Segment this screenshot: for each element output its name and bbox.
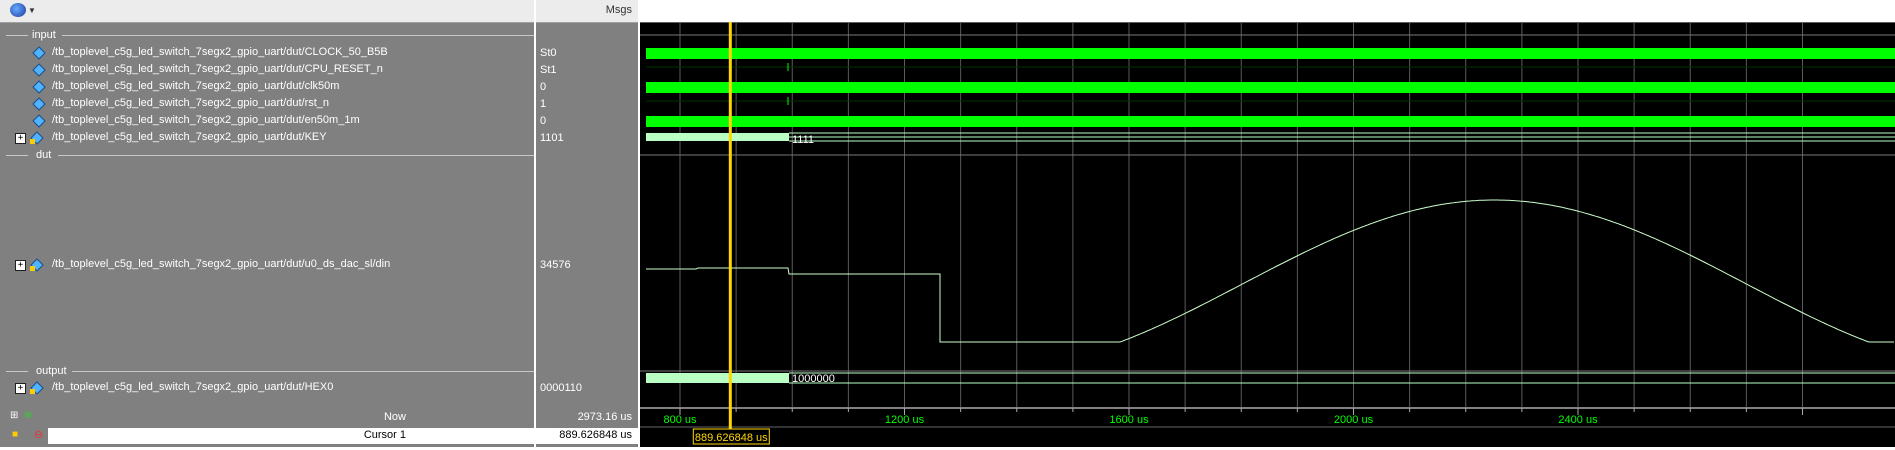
wave-header xyxy=(640,0,1895,23)
timeline-tick-label: 1200 us xyxy=(885,414,925,426)
group-divider xyxy=(62,35,534,36)
signal-diamond-icon xyxy=(32,80,46,94)
wave-view-icon[interactable] xyxy=(10,3,26,17)
signal-name: /tb_toplevel_c5g_led_switch_7segx2_gpio_… xyxy=(52,381,334,393)
signal-row[interactable]: /tb_toplevel_c5g_led_switch_7segx2_gpio_… xyxy=(0,61,534,78)
signal-row[interactable]: /tb_toplevel_c5g_led_switch_7segx2_gpio_… xyxy=(0,95,534,112)
values-header: Msgs xyxy=(536,0,638,23)
signal-name: /tb_toplevel_c5g_led_switch_7segx2_gpio_… xyxy=(52,114,360,126)
signal-value: 1 xyxy=(540,98,547,110)
key-bus-value: 1111 xyxy=(792,134,814,146)
expand-icon[interactable]: + xyxy=(15,260,26,271)
timeline-tick-label: 2400 us xyxy=(1558,414,1598,426)
timeline-bar[interactable]: 800 us 1200 us 1600 us 2000 us 2400 us 889.62… xyxy=(640,407,1895,447)
expand-icon[interactable]: + xyxy=(15,383,26,394)
signal-row[interactable]: /tb_toplevel_c5g_led_switch_7segx2_gpio_… xyxy=(0,44,534,61)
din-analog-wave xyxy=(646,199,1894,343)
signal-value: 0000110 xyxy=(540,382,583,394)
msgs-label: Msgs xyxy=(605,4,632,16)
cursor-value: 889.626848 us xyxy=(559,429,632,441)
clock-wave xyxy=(646,82,1895,93)
names-header: ▼ xyxy=(0,0,534,23)
names-pane: ▼ xyxy=(0,0,534,407)
cursor-flag-label: 889.626848 us xyxy=(695,432,768,444)
lock-icon[interactable]: ■ xyxy=(12,429,19,440)
signal-value: 0 xyxy=(540,81,547,93)
signal-row[interactable]: /tb_toplevel_c5g_led_switch_7segx2_gpio_… xyxy=(0,78,534,95)
group-divider xyxy=(58,155,534,156)
signal-value: St0 xyxy=(540,47,557,59)
zoom-icon[interactable]: ⊞ xyxy=(10,410,19,421)
group-divider xyxy=(6,371,28,372)
hex0-bus-segment xyxy=(646,373,789,383)
timeline-canvas[interactable]: 800 us 1200 us 1600 us 2000 us 2400 us 889.62… xyxy=(640,407,1895,447)
signal-name: /tb_toplevel_c5g_led_switch_7segx2_gpio_… xyxy=(52,46,388,58)
timeline-tick-label: 1600 us xyxy=(1109,414,1149,426)
signal-diamond-icon xyxy=(32,46,46,60)
now-label: Now xyxy=(383,411,406,423)
cursor-label: Cursor 1 xyxy=(363,429,406,441)
group-label-dut: dut xyxy=(36,149,52,161)
signal-value: St1 xyxy=(540,64,557,76)
dropdown-arrow-icon[interactable]: ▼ xyxy=(28,6,36,15)
group-label-input: input xyxy=(32,29,56,41)
clock-wave xyxy=(646,48,1895,59)
signal-value: 34576 xyxy=(540,259,571,271)
timeline-tick-label: 800 us xyxy=(663,414,697,426)
signal-bus-icon xyxy=(30,258,44,272)
group-label-output: output xyxy=(36,365,67,377)
group-divider xyxy=(72,371,534,372)
status-values: 2973.16 us 889.626848 us xyxy=(536,407,638,447)
signal-name: /tb_toplevel_c5g_led_switch_7segx2_gpio_… xyxy=(52,131,327,143)
group-divider xyxy=(6,155,28,156)
status-names: ⊞ ⊕ Now ■ ⊖ Cursor 1 xyxy=(0,407,534,447)
cursor-name-field[interactable]: Cursor 1 xyxy=(48,428,534,444)
signal-name: /tb_toplevel_c5g_led_switch_7segx2_gpio_… xyxy=(52,80,340,92)
values-pane: Msgs xyxy=(536,0,638,407)
waveform-canvas[interactable]: 1111 1000000 xyxy=(640,22,1895,407)
signal-row[interactable]: + /tb_toplevel_c5g_led_switch_7segx2_gpi… xyxy=(0,379,534,396)
value-list: St0 St1 0 1 0 1101 34576 0000110 xyxy=(536,22,638,407)
signal-row[interactable]: + /tb_toplevel_c5g_led_switch_7segx2_gpi… xyxy=(0,129,534,146)
signal-diamond-icon xyxy=(32,63,46,77)
key-bus-segment xyxy=(646,133,789,141)
signal-list: input /tb_toplevel_c5g_led_switch_7segx2… xyxy=(0,22,534,407)
signal-name: /tb_toplevel_c5g_led_switch_7segx2_gpio_… xyxy=(52,97,330,109)
timeline-tick-label: 2000 us xyxy=(1334,414,1374,426)
expand-icon[interactable]: + xyxy=(15,133,26,144)
signal-name: /tb_toplevel_c5g_led_switch_7segx2_gpio_… xyxy=(52,258,391,270)
signal-diamond-icon xyxy=(32,97,46,111)
hex0-bus-value: 1000000 xyxy=(792,373,835,385)
signal-row[interactable]: /tb_toplevel_c5g_led_switch_7segx2_gpio_… xyxy=(0,112,534,129)
signal-diamond-icon xyxy=(32,114,46,128)
now-value: 2973.16 us xyxy=(577,411,632,423)
clock-wave xyxy=(646,116,1895,127)
delete-cursor-icon[interactable]: ⊖ xyxy=(34,429,44,441)
signal-bus-icon xyxy=(30,381,44,395)
wave-pane[interactable]: 1111 1000000 xyxy=(640,0,1895,407)
signal-value: 0 xyxy=(540,115,547,127)
signal-row[interactable]: + /tb_toplevel_c5g_led_switch_7segx2_gpi… xyxy=(0,256,534,273)
add-cursor-icon[interactable]: ⊕ xyxy=(24,410,33,421)
group-divider xyxy=(6,35,28,36)
signal-name: /tb_toplevel_c5g_led_switch_7segx2_gpio_… xyxy=(52,63,383,75)
signal-value: 1101 xyxy=(540,132,564,144)
signal-bus-icon xyxy=(30,131,44,145)
cursor-value-field: 889.626848 us xyxy=(536,428,638,444)
cursor-flag-box xyxy=(692,428,770,445)
